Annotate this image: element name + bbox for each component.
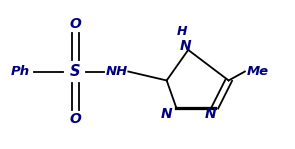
Text: Me: Me	[247, 65, 269, 78]
Text: Ph: Ph	[11, 65, 30, 78]
Text: O: O	[69, 17, 81, 31]
Text: H: H	[177, 25, 188, 38]
Text: S: S	[70, 64, 81, 79]
Text: N: N	[161, 107, 173, 121]
Text: N: N	[179, 39, 191, 53]
Text: N: N	[205, 107, 217, 121]
Text: O: O	[69, 112, 81, 126]
Text: NH: NH	[105, 65, 128, 78]
